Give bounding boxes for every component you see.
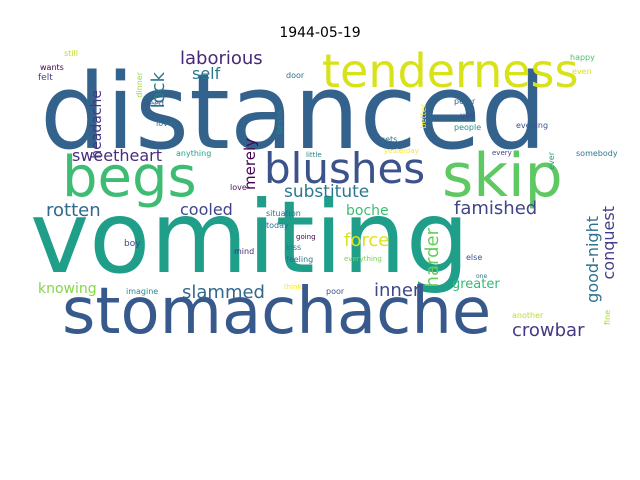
word-cloud-word: yesterday <box>384 147 419 155</box>
word-cloud-word: somebody <box>576 149 618 158</box>
word-cloud-word: famished <box>454 198 538 219</box>
word-cloud-word: better <box>419 104 428 129</box>
word-cloud-word: mind <box>234 247 255 256</box>
word-cloud-word: blushes <box>264 144 426 193</box>
word-cloud-word: boche <box>346 203 389 219</box>
word-cloud-word: good-night <box>583 216 602 303</box>
word-cloud-word: begs <box>62 145 197 210</box>
word-cloud-word: kiss <box>286 243 302 252</box>
word-cloud-word: peter <box>454 97 476 106</box>
word-cloud-word: love <box>230 183 247 192</box>
word-cloud-word: skip <box>442 141 563 211</box>
word-cloud-word: else <box>466 253 483 262</box>
word-cloud-word: vomiting <box>30 179 470 296</box>
word-cloud-word: anything <box>176 149 212 158</box>
word-cloud-word: tenderness <box>322 44 579 98</box>
word-cloud-word: beans <box>275 110 284 135</box>
word-cloud-word: substitute <box>284 182 370 202</box>
word-cloud-word: ever <box>547 152 556 170</box>
word-cloud-word: greater <box>452 277 500 292</box>
word-cloud-word: little <box>306 151 322 159</box>
word-cloud-word: every <box>492 149 512 157</box>
word-cloud-word: evening <box>516 121 549 130</box>
word-cloud-word: think <box>284 283 302 291</box>
word-cloud-word: dinner <box>135 72 144 98</box>
word-cloud-word: one <box>476 273 488 280</box>
word-cloud-word: conquest <box>599 206 618 280</box>
word-cloud-word: gets <box>380 135 398 144</box>
word-cloud-word: sweetheart <box>72 146 163 165</box>
word-cloud-word: today <box>266 221 289 230</box>
word-cloud-word: use <box>460 111 475 120</box>
word-cloud-word: fine <box>603 310 612 326</box>
word-cloud-word: inner <box>374 280 421 301</box>
word-cloud-word: situation <box>266 209 301 218</box>
word-cloud-word: distanced <box>40 51 547 173</box>
cloud-title: 1944-05-19 <box>279 25 361 41</box>
word-cloud-word: boy <box>124 239 141 249</box>
word-cloud-word: cooled <box>180 200 233 219</box>
word-cloud-word: stomachache <box>62 275 492 349</box>
word-cloud-word: slammed <box>182 282 265 303</box>
word-cloud-word: need <box>144 99 164 108</box>
word-cloud-word: still <box>64 49 78 58</box>
word-cloud-word: knowing <box>38 281 97 297</box>
word-cloud-word: force <box>344 230 390 251</box>
word-cloud-word: felt <box>38 73 53 83</box>
word-cloud-word: feeling <box>286 255 314 264</box>
word-cloud-word: wants <box>40 63 64 72</box>
word-cloud-word: even <box>572 67 592 76</box>
word-cloud-word: headache <box>89 90 105 159</box>
word-cloud-word: going <box>296 233 316 241</box>
word-cloud-word: crowbar <box>512 320 585 341</box>
word-cloud-word: harder <box>422 228 443 288</box>
word-cloud-word: happy <box>570 53 595 62</box>
word-cloud-word: laborious <box>180 48 263 69</box>
word-cloud-word: self <box>192 64 221 83</box>
word-cloud-word: rotten <box>46 200 101 221</box>
word-cloud-word: imagine <box>126 287 159 296</box>
word-cloud-word: another <box>512 311 544 320</box>
word-cloud-word: poor <box>326 287 345 296</box>
word-cloud-word: loves <box>156 119 177 128</box>
word-cloud-word: door <box>286 71 305 80</box>
word-cloud-word: people <box>454 123 482 132</box>
word-cloud-word: everything <box>344 255 382 263</box>
